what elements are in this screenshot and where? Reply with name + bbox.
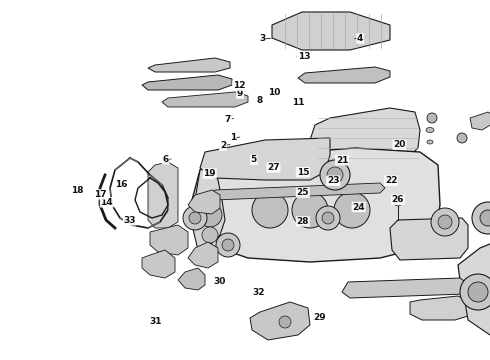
Polygon shape (148, 58, 230, 72)
Text: 4: 4 (357, 34, 364, 43)
Polygon shape (142, 75, 232, 90)
Text: 31: 31 (149, 317, 162, 326)
Polygon shape (410, 296, 470, 320)
Polygon shape (162, 92, 248, 107)
Circle shape (252, 192, 288, 228)
Circle shape (472, 202, 490, 234)
Polygon shape (178, 268, 205, 290)
Polygon shape (188, 190, 220, 214)
Polygon shape (192, 148, 440, 262)
Circle shape (198, 203, 222, 227)
Text: 7: 7 (224, 115, 231, 124)
Text: 10: 10 (268, 89, 281, 98)
Polygon shape (192, 168, 225, 250)
Text: 3: 3 (259, 34, 265, 43)
Circle shape (327, 167, 343, 183)
Polygon shape (310, 108, 420, 168)
Text: 27: 27 (267, 163, 280, 172)
Circle shape (279, 316, 291, 328)
Text: 19: 19 (203, 169, 216, 178)
Text: 28: 28 (296, 217, 309, 226)
Polygon shape (458, 238, 490, 302)
Text: 32: 32 (252, 288, 265, 297)
Circle shape (222, 239, 234, 251)
Ellipse shape (427, 140, 433, 144)
Circle shape (189, 212, 201, 224)
Ellipse shape (426, 127, 434, 132)
Circle shape (183, 206, 207, 230)
Polygon shape (390, 218, 468, 260)
Text: 12: 12 (233, 81, 245, 90)
Text: 30: 30 (213, 277, 226, 286)
Polygon shape (148, 162, 178, 228)
Text: 26: 26 (392, 195, 404, 204)
Polygon shape (150, 225, 188, 255)
Polygon shape (210, 183, 385, 200)
Text: 8: 8 (257, 96, 263, 105)
Circle shape (216, 233, 240, 257)
Text: 22: 22 (385, 176, 397, 185)
Circle shape (394, 198, 402, 206)
Circle shape (316, 206, 340, 230)
Polygon shape (298, 67, 390, 83)
Circle shape (480, 210, 490, 226)
Text: 18: 18 (71, 186, 84, 195)
Text: 6: 6 (163, 155, 169, 163)
Text: 24: 24 (352, 202, 365, 211)
Text: 25: 25 (296, 188, 309, 197)
Circle shape (457, 133, 467, 143)
Text: 2: 2 (220, 141, 226, 150)
Text: 33: 33 (123, 216, 136, 225)
Text: 17: 17 (94, 190, 107, 199)
Circle shape (438, 215, 452, 229)
Circle shape (468, 282, 488, 302)
Text: 5: 5 (251, 156, 257, 164)
Text: 11: 11 (292, 98, 304, 107)
Text: 21: 21 (336, 156, 348, 165)
Polygon shape (200, 138, 330, 180)
Text: 1: 1 (230, 134, 236, 143)
Text: 23: 23 (327, 176, 340, 185)
Circle shape (320, 160, 350, 190)
Text: 15: 15 (296, 168, 309, 177)
Text: 16: 16 (115, 180, 128, 189)
Circle shape (322, 212, 334, 224)
Polygon shape (342, 278, 468, 298)
Circle shape (334, 192, 370, 228)
Circle shape (202, 227, 218, 243)
Text: 14: 14 (100, 198, 113, 207)
Polygon shape (188, 242, 218, 268)
Polygon shape (272, 12, 390, 50)
Circle shape (460, 274, 490, 310)
Circle shape (427, 113, 437, 123)
Circle shape (292, 192, 328, 228)
Polygon shape (465, 278, 490, 340)
Text: 29: 29 (313, 313, 326, 322)
Polygon shape (470, 112, 490, 130)
Text: 20: 20 (393, 140, 406, 149)
Polygon shape (142, 250, 175, 278)
Text: 9: 9 (237, 89, 244, 98)
Text: 13: 13 (297, 53, 310, 62)
Circle shape (431, 208, 459, 236)
Polygon shape (250, 302, 310, 340)
